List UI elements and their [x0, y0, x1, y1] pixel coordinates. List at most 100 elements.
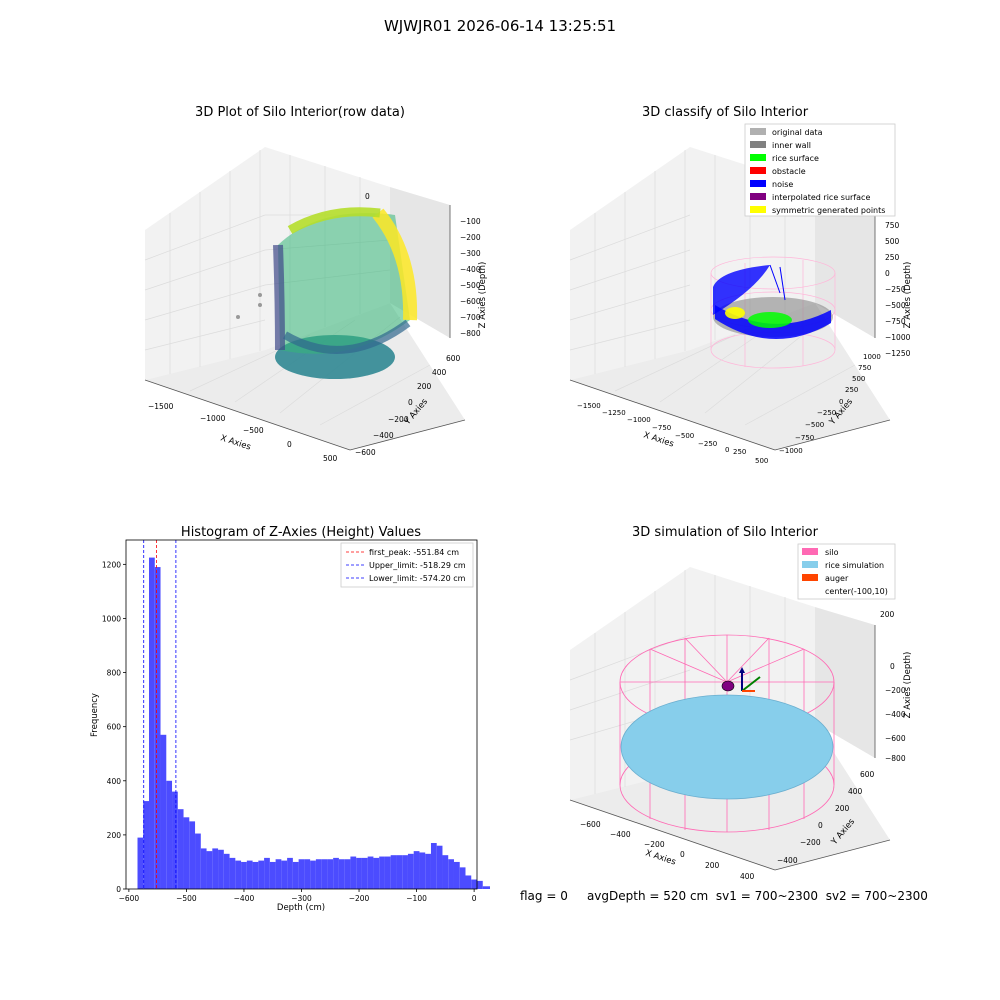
sv1-text: sv1 = 700~2300 [715, 889, 819, 903]
x-axis-label: X Axies [219, 433, 252, 452]
histogram-bar [200, 848, 207, 889]
y-axis-line [774, 419, 891, 451]
legend-swatch-inner-wall [750, 141, 766, 148]
legend-box [744, 123, 896, 217]
histogram-bar [338, 859, 345, 889]
z-tick: −250 [885, 285, 906, 294]
histogram-bar [321, 859, 328, 889]
histogram-bar [465, 875, 472, 889]
histogram-bar [373, 857, 380, 889]
histogram-bar [413, 851, 420, 889]
classified-point-cloud [710, 256, 836, 369]
histogram-bar [154, 567, 161, 889]
histogram-bar [327, 859, 334, 889]
legend-swatch-interpolated [750, 193, 766, 200]
histogram-bar [298, 859, 305, 889]
histogram-bar [275, 859, 282, 889]
legend-swatch-original [750, 128, 766, 135]
z-axis-label: Z Axies (Depth) [903, 262, 913, 329]
y-axis-label: Frequency [90, 693, 100, 737]
histogram-bar [430, 843, 437, 889]
panel-simulation-title: 3D simulation of Silo Interior [632, 525, 819, 540]
legend-label: Lower_limit: -574.20 cm [369, 574, 466, 583]
flag-text: flag = 0 [520, 889, 568, 903]
z-tick: −500 [885, 301, 906, 310]
histogram-bar [206, 851, 213, 889]
panel-raw-data: 3D Plot of Silo Interior(row data) 0 −10… [144, 105, 488, 463]
y-axis-line [774, 839, 891, 871]
histogram-bar [425, 853, 431, 889]
z-tick: 500 [885, 237, 900, 246]
avg-depth-text: avgDepth = 520 cm [586, 889, 709, 903]
x-tick: −1000 [200, 414, 226, 423]
y-tick: 400 [432, 368, 447, 377]
y-tick-label: 1200 [102, 560, 121, 569]
z-tick: −600 [885, 734, 906, 743]
histogram-bar [304, 859, 311, 889]
x-axis-label: Depth (cm) [277, 903, 325, 913]
histogram-bar [488, 886, 490, 889]
x-tick: 400 [740, 872, 755, 881]
y-tick: −1000 [779, 447, 803, 455]
z-tick: −700 [460, 313, 481, 322]
histogram-bar [436, 845, 443, 889]
legend-swatch-symmetric [750, 206, 766, 213]
x-tick-label: −600 [119, 894, 140, 903]
x-tick: −1500 [577, 402, 601, 410]
histogram-bar [264, 857, 270, 889]
legend-label: original data [772, 128, 823, 137]
legend-label: rice simulation [825, 561, 884, 570]
y-tick: −200 [388, 415, 409, 424]
classify-legend: original data inner wall rice surface ob… [744, 123, 896, 217]
x-axis-label: X Axies [644, 848, 677, 867]
panel-histogram: Histogram of Z-Axies (Height) Values −60… [90, 525, 490, 913]
y-tick-label: 1000 [102, 614, 121, 623]
x-tick: 0 [680, 850, 685, 859]
histogram-bar [160, 734, 167, 889]
z-tick: −800 [460, 329, 481, 338]
histogram-bar [235, 860, 242, 889]
z-tick: −800 [885, 754, 906, 763]
histogram-bar [419, 852, 426, 889]
x-tick: 500 [755, 457, 768, 465]
x-tick-label: 0 [472, 894, 477, 903]
y-tick: −400 [777, 856, 798, 865]
panel-simulation: 3D simulation of Silo Interior silo [569, 525, 913, 881]
y-tick: 400 [848, 787, 863, 796]
y-tick-label: 0 [116, 885, 121, 894]
histogram-bar [477, 880, 483, 889]
histogram-bar [229, 857, 236, 889]
z-tick: 0 [365, 192, 370, 201]
histogram-bar [482, 886, 489, 889]
x-tick: 200 [705, 861, 720, 870]
histogram-bar [183, 817, 190, 889]
y-tick: 250 [845, 386, 858, 394]
legend-label: symmetric generated points [772, 206, 885, 215]
z-tick: −200 [885, 686, 906, 695]
y-tick: 1000 [863, 353, 881, 361]
x-tick: −750 [652, 424, 671, 432]
histogram-bar [269, 861, 276, 889]
histogram-bar [281, 860, 288, 889]
histogram-bar [361, 857, 368, 889]
y-tick: −500 [805, 421, 824, 429]
x-axis-line [569, 379, 776, 451]
x-tick: −500 [243, 426, 264, 435]
z-tick: 750 [885, 221, 900, 230]
histogram-bar [384, 856, 391, 889]
y-tick: 600 [446, 354, 461, 363]
histogram-bar [448, 859, 454, 889]
panel-classify: 3D classify of Silo Interior original da… [569, 105, 913, 465]
y-tick: 0 [839, 398, 843, 406]
histogram-bar [379, 856, 385, 889]
z-tick: −400 [460, 265, 481, 274]
y-tick: 750 [858, 364, 871, 372]
y-tick-label: 400 [107, 777, 122, 786]
axes-floor-pane [570, 303, 890, 450]
y-tick-label: 200 [107, 831, 122, 840]
x-tick-label: −400 [234, 894, 255, 903]
z-tick: 250 [885, 253, 900, 262]
y-axis-line [349, 419, 466, 451]
histogram-vlines [143, 540, 177, 889]
z-tick: −1250 [885, 349, 911, 358]
